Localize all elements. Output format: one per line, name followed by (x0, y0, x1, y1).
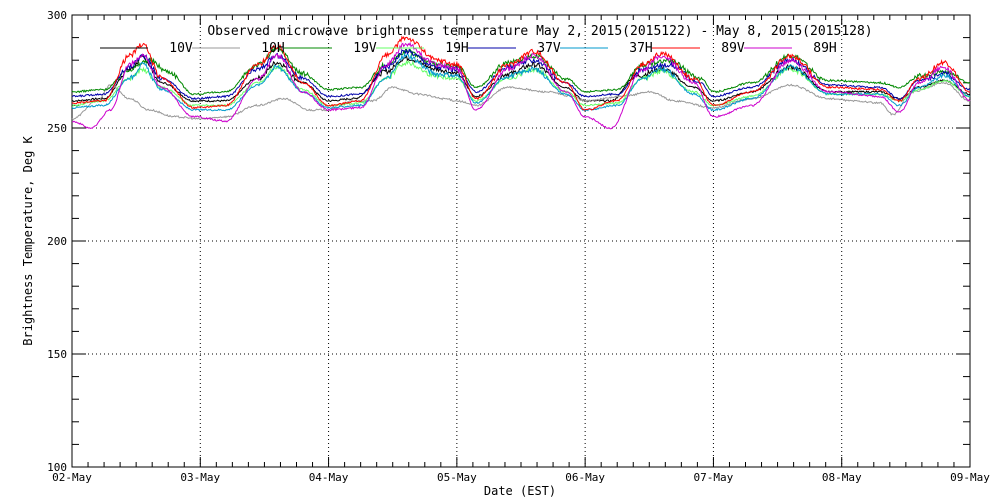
axis-ticks (71, 14, 971, 468)
legend-label-10v: 10V (169, 41, 193, 56)
x-axis-label: Date (EST) (484, 484, 556, 498)
y-tick-label: 300 (47, 9, 67, 22)
y-tick-label: 150 (47, 348, 67, 361)
grid-lines (72, 15, 970, 467)
legend: 10V 10H 19V 19H 37V 37H 89V 89H (100, 41, 837, 56)
x-tick-label: 03-May (180, 471, 220, 484)
series-line-89h (72, 41, 971, 130)
x-tick-label: 02-May (52, 471, 92, 484)
x-tick-label: 09-May (950, 471, 990, 484)
legend-label-10h: 10H (261, 41, 284, 56)
series-line-19v (71, 47, 971, 96)
x-tick-labels: 02-May 03-May 04-May 05-May 06-May 07-May 08-M… (52, 471, 990, 484)
series-line-89v (71, 35, 971, 111)
legend-label-89v: 89V (721, 41, 745, 56)
series-line-37v (71, 48, 971, 100)
series-line-37h (71, 52, 971, 112)
x-tick-label: 08-May (822, 471, 862, 484)
y-axis-label: Brightness Temperature, Deg K (21, 135, 35, 345)
series-line-10h (71, 81, 971, 121)
legend-label-37v: 37V (537, 41, 561, 56)
data-series (71, 35, 971, 130)
y-tick-label: 250 (47, 122, 67, 135)
x-tick-label: 06-May (565, 471, 605, 484)
x-tick-label: 07-May (694, 471, 734, 484)
chart-title: Observed microwave brightness temperatur… (207, 24, 872, 39)
y-tick-label: 200 (47, 235, 67, 248)
x-tick-label: 05-May (437, 471, 477, 484)
y-tick-label: 100 (47, 461, 67, 474)
legend-label-37h: 37H (629, 41, 652, 56)
legend-label-19h: 19H (445, 41, 468, 56)
legend-label-89h: 89H (813, 41, 836, 56)
legend-label-19v: 19V (353, 41, 377, 56)
y-tick-labels: 100 150 200 250 300 (47, 9, 67, 474)
x-tick-label: 04-May (309, 471, 349, 484)
